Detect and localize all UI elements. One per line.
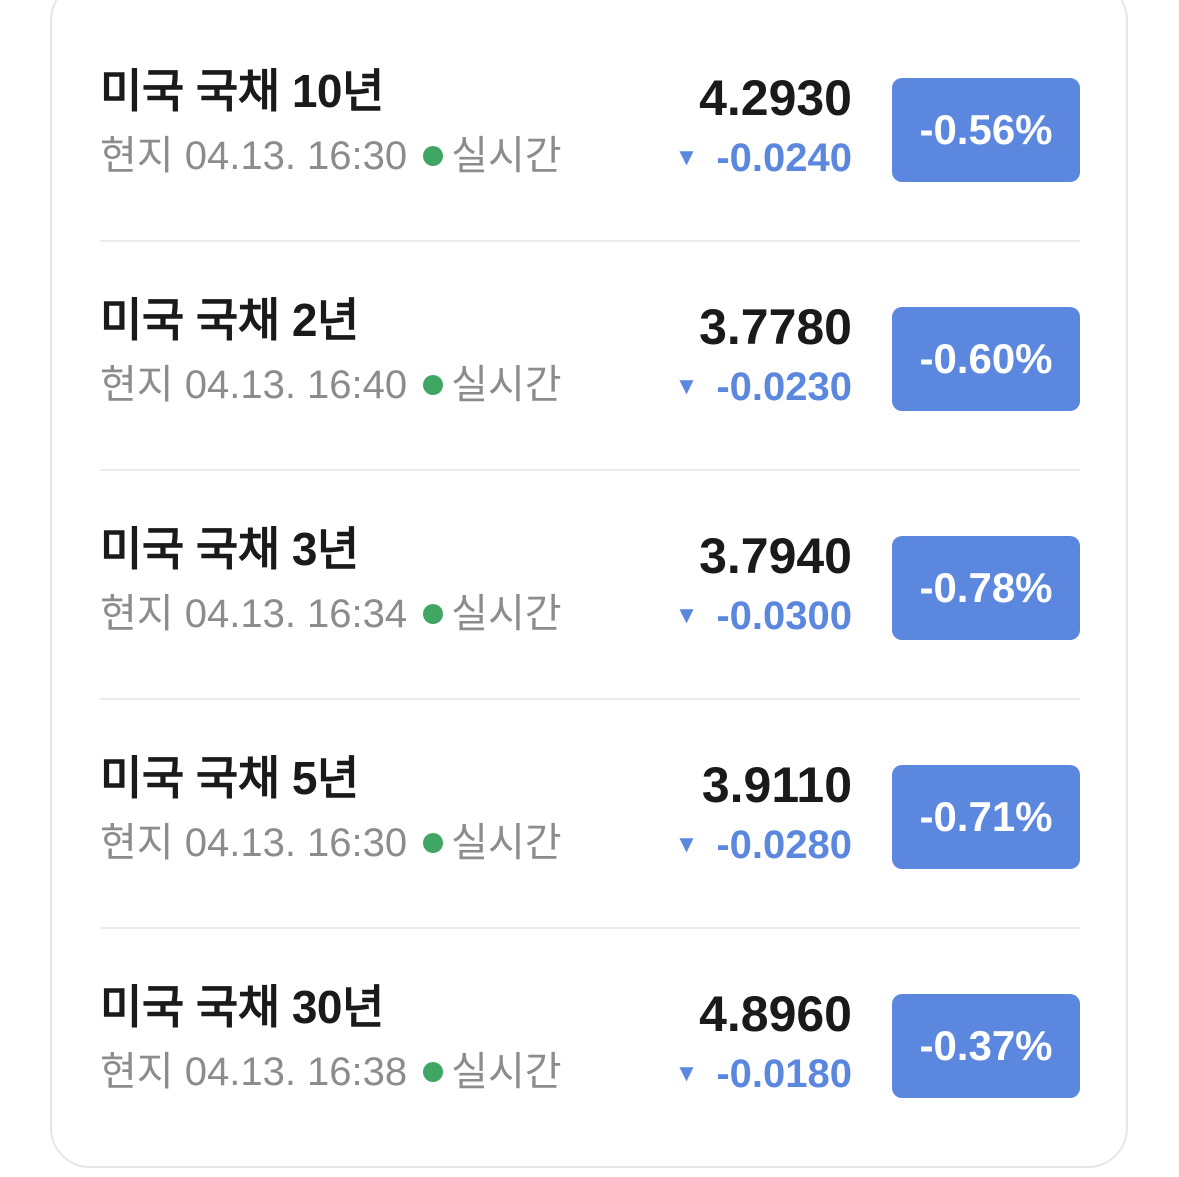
triangle-down-icon: ▼ bbox=[674, 1060, 699, 1087]
percent-badge[interactable]: -0.78% bbox=[892, 536, 1080, 640]
bond-title: 미국 국채 5년 bbox=[100, 752, 359, 804]
change: ▼ -0.0300 bbox=[675, 591, 852, 641]
bond-info: 미국 국채 30년 현지 04.13. 16:38 실시간 bbox=[100, 979, 562, 1097]
timestamp: 04.13. 16:30 bbox=[184, 134, 408, 178]
local-label: 현지 bbox=[100, 363, 174, 407]
local-label: 현지 bbox=[100, 821, 174, 865]
price-block: 4.2930 ▼ -0.0240 bbox=[675, 69, 852, 183]
local-label: 현지 bbox=[100, 592, 174, 636]
bond-title: 미국 국채 30년 bbox=[100, 981, 384, 1033]
change-value: -0.0240 bbox=[716, 136, 852, 180]
live-dot-icon bbox=[423, 146, 444, 166]
price-block: 3.7940 ▼ -0.0300 bbox=[675, 527, 852, 641]
bond-title: 미국 국채 10년 bbox=[100, 65, 384, 117]
bond-row[interactable]: 미국 국채 2년 현지 04.13. 16:40 실시간 3.7780 ▼ -0… bbox=[100, 242, 1080, 471]
bond-info: 미국 국채 3년 현지 04.13. 16:34 실시간 bbox=[100, 521, 562, 639]
triangle-down-icon: ▼ bbox=[674, 373, 699, 400]
change: ▼ -0.0230 bbox=[675, 362, 852, 412]
bond-meta: 현지 04.13. 16:38 실시간 bbox=[100, 1047, 562, 1097]
price-block: 4.8960 ▼ -0.0180 bbox=[675, 985, 852, 1099]
bond-meta: 현지 04.13. 16:40 실시간 bbox=[100, 360, 562, 410]
change-value: -0.0180 bbox=[716, 1052, 852, 1096]
bond-title: 미국 국채 3년 bbox=[100, 523, 359, 575]
change: ▼ -0.0240 bbox=[675, 133, 852, 183]
triangle-down-icon: ▼ bbox=[674, 144, 699, 171]
bond-meta: 현지 04.13. 16:30 실시간 bbox=[100, 818, 562, 868]
percent-badge[interactable]: -0.56% bbox=[892, 78, 1080, 182]
price: 3.7940 bbox=[699, 528, 852, 584]
live-dot-icon bbox=[423, 604, 444, 624]
change: ▼ -0.0280 bbox=[675, 820, 852, 870]
live-label: 실시간 bbox=[451, 363, 562, 407]
bond-list: 미국 국채 10년 현지 04.13. 16:30 실시간 4.2930 ▼ -… bbox=[100, 13, 1080, 1156]
timestamp: 04.13. 16:30 bbox=[184, 821, 408, 865]
bond-row[interactable]: 미국 국채 30년 현지 04.13. 16:38 실시간 4.8960 ▼ -… bbox=[100, 929, 1080, 1156]
price: 4.2930 bbox=[699, 70, 852, 126]
live-label: 실시간 bbox=[451, 821, 562, 865]
bond-info: 미국 국채 10년 현지 04.13. 16:30 실시간 bbox=[100, 63, 562, 181]
timestamp: 04.13. 16:38 bbox=[184, 1050, 408, 1094]
bond-meta: 현지 04.13. 16:30 실시간 bbox=[100, 131, 562, 181]
timestamp: 04.13. 16:40 bbox=[184, 363, 408, 407]
price-block: 3.9110 ▼ -0.0280 bbox=[675, 756, 852, 870]
bond-row[interactable]: 미국 국채 10년 현지 04.13. 16:30 실시간 4.2930 ▼ -… bbox=[100, 13, 1080, 242]
percent-badge[interactable]: -0.60% bbox=[892, 307, 1080, 411]
bond-title: 미국 국채 2년 bbox=[100, 294, 359, 346]
local-label: 현지 bbox=[100, 1050, 174, 1094]
price: 3.9110 bbox=[701, 757, 852, 813]
percent-badge[interactable]: -0.71% bbox=[892, 765, 1080, 869]
price: 4.8960 bbox=[699, 986, 852, 1042]
change-value: -0.0300 bbox=[716, 594, 852, 638]
timestamp: 04.13. 16:34 bbox=[184, 592, 408, 636]
change-value: -0.0280 bbox=[716, 823, 852, 867]
bond-row[interactable]: 미국 국채 3년 현지 04.13. 16:34 실시간 3.7940 ▼ -0… bbox=[100, 471, 1080, 700]
live-label: 실시간 bbox=[451, 134, 562, 178]
live-dot-icon bbox=[423, 833, 444, 853]
live-dot-icon bbox=[423, 375, 444, 395]
triangle-down-icon: ▼ bbox=[674, 602, 699, 629]
bond-row[interactable]: 미국 국채 5년 현지 04.13. 16:30 실시간 3.9110 ▼ -0… bbox=[100, 700, 1080, 929]
bond-info: 미국 국채 5년 현지 04.13. 16:30 실시간 bbox=[100, 750, 562, 868]
local-label: 현지 bbox=[100, 134, 174, 178]
bond-meta: 현지 04.13. 16:34 실시간 bbox=[100, 589, 562, 639]
change: ▼ -0.0180 bbox=[675, 1049, 852, 1099]
change-value: -0.0230 bbox=[716, 365, 852, 409]
triangle-down-icon: ▼ bbox=[674, 831, 699, 858]
price: 3.7780 bbox=[699, 299, 852, 355]
live-label: 실시간 bbox=[451, 592, 562, 636]
price-block: 3.7780 ▼ -0.0230 bbox=[675, 298, 852, 412]
percent-badge[interactable]: -0.37% bbox=[892, 994, 1080, 1098]
live-dot-icon bbox=[423, 1062, 444, 1082]
live-label: 실시간 bbox=[451, 1050, 562, 1094]
bond-info: 미국 국채 2년 현지 04.13. 16:40 실시간 bbox=[100, 292, 562, 410]
